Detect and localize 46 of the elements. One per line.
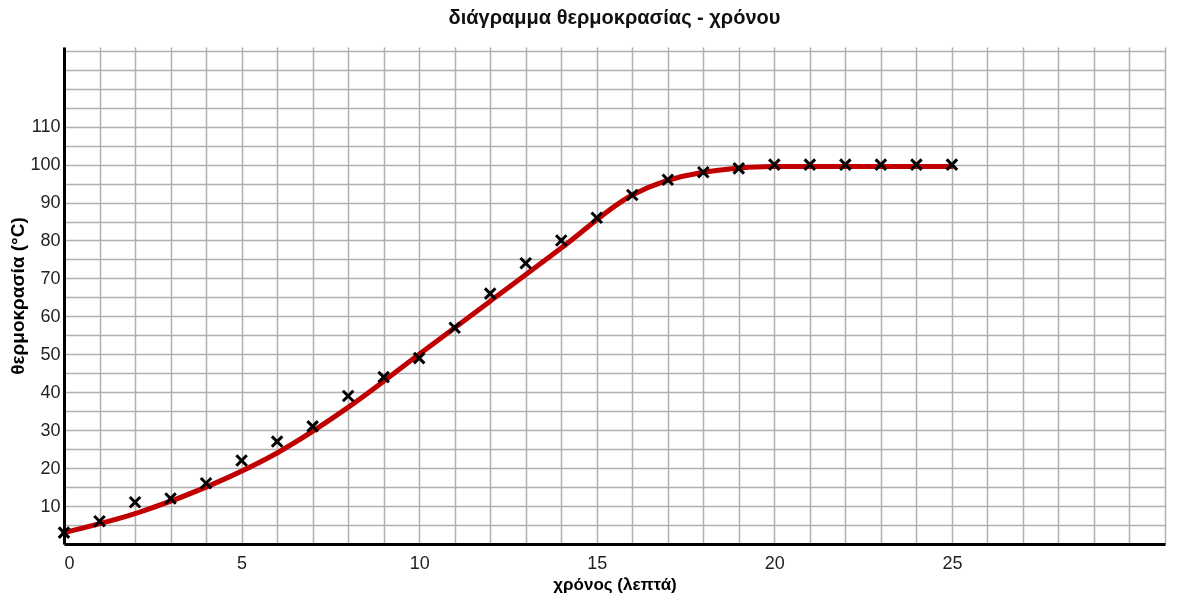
y-tick-label: 30 — [40, 419, 61, 440]
point — [661, 173, 675, 187]
point — [234, 453, 249, 468]
y-axis-title: θερμοκρασία (°C) — [7, 217, 29, 375]
point — [945, 157, 959, 172]
point — [803, 157, 817, 172]
point — [199, 476, 213, 491]
point — [909, 157, 924, 172]
y-tick-label: 100 — [30, 154, 61, 175]
point — [874, 157, 888, 172]
chart-title: διάγραμμα θερμοκρασίας - χρόνου — [448, 5, 781, 28]
y-tick-label: 10 — [40, 495, 61, 516]
point — [696, 165, 711, 179]
x-tick-label: 20 — [764, 552, 785, 573]
point — [590, 210, 604, 225]
y-tick-label: 20 — [40, 457, 61, 478]
point — [57, 525, 71, 540]
y-tick-label: 90 — [40, 192, 61, 213]
x-tick-label: 0 — [64, 552, 75, 573]
y-tick-label: 40 — [40, 381, 61, 402]
point — [128, 495, 142, 510]
point — [447, 321, 462, 335]
point — [163, 491, 178, 506]
point — [483, 286, 497, 301]
point — [376, 370, 391, 384]
point — [732, 161, 746, 176]
point — [341, 389, 355, 403]
x-tick-label: 15 — [587, 552, 608, 573]
point — [554, 233, 568, 248]
y-tick-label: 70 — [40, 267, 61, 288]
y-tick-label: 60 — [40, 305, 61, 326]
point — [838, 157, 853, 172]
point — [767, 157, 782, 172]
point — [625, 188, 639, 202]
y-tick-label: 110 — [31, 116, 61, 137]
x-tick-label: 25 — [942, 552, 963, 573]
x-tick-label: 5 — [237, 552, 248, 573]
point — [92, 514, 107, 528]
y-tick-label: 50 — [40, 343, 61, 364]
point — [305, 419, 320, 434]
y-tick-label: 80 — [40, 229, 61, 250]
x-axis-title: χρόνος (λεπτά) — [553, 574, 677, 594]
point — [412, 351, 426, 365]
point — [270, 434, 284, 449]
point — [518, 256, 533, 270]
x-tick-label: 10 — [409, 552, 430, 573]
